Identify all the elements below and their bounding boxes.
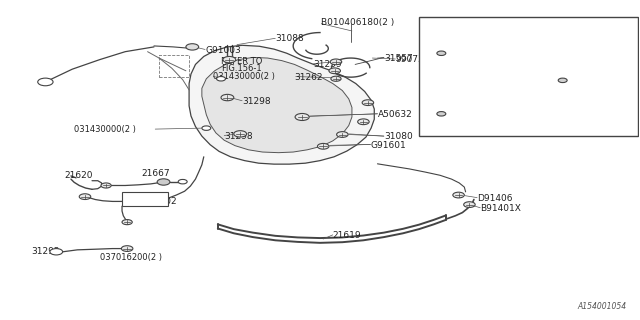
Text: D91402<2WD>: D91402<2WD> — [428, 41, 494, 51]
Circle shape — [453, 192, 465, 198]
Circle shape — [79, 194, 91, 199]
Circle shape — [122, 246, 133, 252]
Circle shape — [221, 94, 234, 101]
Circle shape — [295, 114, 309, 121]
Circle shape — [558, 78, 567, 83]
Text: REFER TO: REFER TO — [221, 57, 262, 66]
Text: 31292: 31292 — [31, 247, 60, 256]
Circle shape — [437, 51, 446, 55]
Circle shape — [38, 78, 53, 86]
Circle shape — [437, 112, 446, 116]
Text: B010406180(2 ): B010406180(2 ) — [321, 19, 394, 28]
Circle shape — [337, 132, 348, 137]
Text: 31259: 31259 — [314, 60, 342, 69]
Circle shape — [331, 76, 341, 81]
Text: 21620: 21620 — [65, 171, 93, 180]
Text: 31267<4WD>: 31267<4WD> — [524, 98, 585, 107]
Circle shape — [223, 56, 236, 63]
Circle shape — [330, 59, 342, 65]
Text: -96.5 (-M/#109204): -96.5 (-M/#109204) — [435, 25, 514, 34]
Text: B91401X: B91401X — [480, 204, 521, 213]
Text: D91406: D91406 — [477, 194, 513, 203]
Text: 21667: 21667 — [141, 169, 170, 178]
Text: G91601: G91601 — [371, 140, 406, 149]
Circle shape — [186, 44, 198, 50]
Text: G01102: G01102 — [141, 197, 177, 206]
Text: A50632: A50632 — [378, 110, 412, 119]
Circle shape — [358, 119, 369, 124]
Text: FIG.156-1: FIG.156-1 — [221, 64, 262, 73]
Text: 31262: 31262 — [294, 73, 323, 82]
Text: 31080: 31080 — [384, 132, 413, 141]
Text: 31298: 31298 — [242, 97, 271, 106]
Text: 037016200(2 ): 037016200(2 ) — [100, 253, 162, 262]
Circle shape — [362, 100, 374, 106]
Text: 31298: 31298 — [224, 132, 253, 140]
Text: 031430000(2 ): 031430000(2 ) — [213, 72, 275, 81]
Circle shape — [122, 220, 132, 225]
Text: G91003: G91003 — [205, 45, 241, 55]
Text: 21619: 21619 — [333, 231, 362, 240]
Polygon shape — [202, 57, 352, 153]
Circle shape — [202, 126, 211, 130]
Bar — [122, 192, 168, 206]
Text: 99073: 99073 — [396, 55, 424, 64]
Text: 31557: 31557 — [384, 53, 413, 62]
Circle shape — [329, 68, 340, 74]
Circle shape — [317, 143, 329, 149]
Bar — [419, 17, 638, 136]
Text: 031430000(2 ): 031430000(2 ) — [74, 124, 136, 133]
Text: 31088: 31088 — [275, 35, 304, 44]
Circle shape — [101, 183, 111, 188]
Circle shape — [234, 131, 246, 137]
Circle shape — [216, 76, 225, 81]
Circle shape — [178, 180, 187, 184]
Circle shape — [157, 179, 170, 185]
Circle shape — [50, 249, 63, 255]
Polygon shape — [189, 45, 374, 164]
Text: H01407<2WD>: H01407<2WD> — [428, 121, 494, 131]
Circle shape — [464, 202, 475, 207]
Text: A154001054: A154001054 — [577, 302, 627, 311]
